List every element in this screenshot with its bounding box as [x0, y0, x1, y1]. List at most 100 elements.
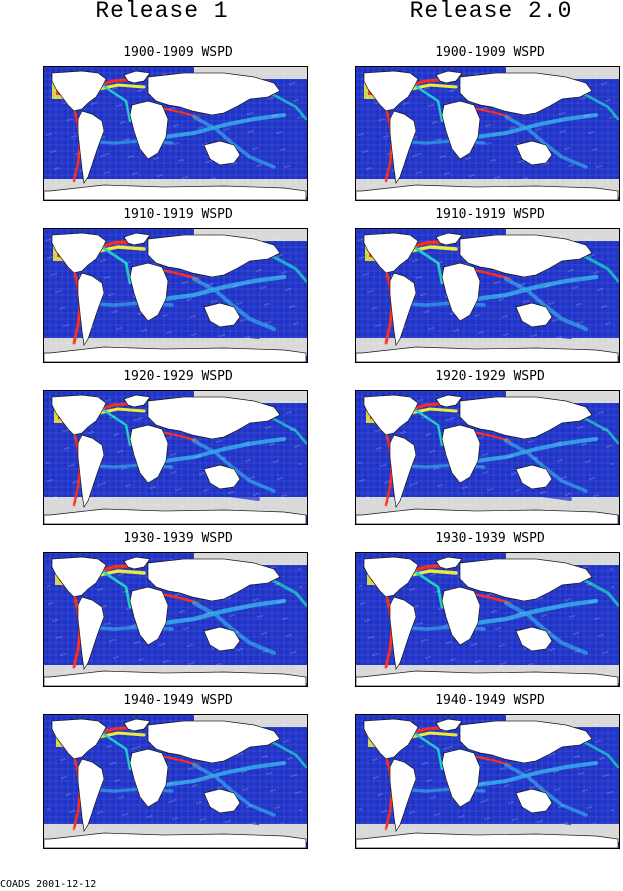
missing-data-cell — [282, 723, 285, 725]
missing-data-cell — [100, 483, 103, 485]
missing-data-cell — [170, 454, 173, 456]
missing-data-cell — [283, 148, 286, 150]
ocean-coverage-map — [356, 715, 619, 848]
missing-data-cell — [107, 276, 110, 278]
continent-outline — [147, 72, 281, 116]
left-column-title: Release 1 — [95, 0, 229, 24]
missing-data-cell — [450, 659, 453, 661]
continent-outline — [123, 70, 151, 84]
ocean-coverage-map — [44, 553, 307, 686]
missing-data-cell — [219, 440, 222, 442]
missing-data-cell — [362, 151, 365, 153]
missing-data-cell — [587, 114, 590, 116]
missing-data-cell — [485, 453, 488, 455]
missing-data-cell — [124, 139, 127, 141]
missing-data-cell — [256, 165, 259, 167]
missing-data-cell — [297, 445, 300, 447]
ocean-coverage-map — [356, 391, 619, 524]
missing-data-cell — [582, 790, 585, 792]
missing-data-cell — [248, 459, 251, 461]
missing-data-cell — [424, 639, 427, 641]
shipping-track-band — [192, 439, 276, 493]
missing-data-cell — [600, 183, 603, 185]
missing-data-cell — [112, 416, 115, 418]
missing-data-cell — [285, 617, 288, 619]
continent-outline — [129, 586, 169, 646]
missing-data-cell — [503, 439, 506, 441]
missing-data-cell — [373, 777, 376, 779]
missing-data-cell — [203, 818, 206, 820]
missing-data-cell — [430, 574, 433, 576]
missing-data-cell — [105, 400, 108, 402]
missing-data-cell — [103, 259, 106, 261]
missing-data-cell — [427, 87, 430, 89]
missing-data-cell — [607, 792, 610, 794]
missing-data-cell — [280, 254, 283, 256]
missing-data-cell — [500, 768, 503, 770]
missing-data-cell — [269, 772, 272, 774]
missing-data-cell — [466, 832, 469, 834]
continent-outline — [44, 346, 307, 362]
missing-data-cell — [108, 622, 111, 624]
missing-data-cell — [171, 800, 174, 802]
missing-data-cell — [272, 443, 275, 445]
missing-data-cell — [128, 484, 131, 486]
missing-data-cell — [185, 176, 188, 178]
missing-data-cell — [409, 484, 412, 486]
continent-outline — [389, 758, 417, 832]
missing-data-cell — [125, 813, 128, 815]
missing-data-cell — [597, 184, 600, 186]
shipping-track-band — [504, 601, 588, 655]
missing-data-cell — [248, 131, 251, 133]
missing-data-cell — [378, 429, 381, 431]
missing-data-cell — [592, 254, 595, 256]
missing-data-cell — [51, 825, 54, 827]
missing-data-cell — [52, 620, 55, 622]
missing-data-cell — [605, 323, 608, 325]
missing-data-cell — [444, 173, 447, 175]
missing-data-cell — [610, 791, 613, 793]
missing-data-cell — [65, 794, 68, 796]
missing-data-cell — [431, 327, 434, 329]
missing-data-cell — [55, 619, 58, 621]
continent-outline — [147, 396, 281, 440]
panel-title: 1900-1909 WSPD — [123, 45, 233, 60]
missing-data-cell — [409, 589, 412, 591]
shipping-track-band — [192, 277, 276, 331]
missing-data-cell — [376, 671, 379, 673]
missing-data-cell — [514, 144, 517, 146]
missing-data-cell — [120, 345, 123, 347]
missing-data-cell — [279, 724, 282, 726]
missing-data-cell — [503, 334, 506, 336]
panel-title: 1920-1929 WSPD — [123, 369, 233, 384]
map-frame — [355, 714, 620, 849]
missing-data-cell — [97, 484, 100, 486]
grid-overlay — [44, 715, 307, 848]
missing-data-cell — [232, 614, 235, 616]
missing-data-cell — [575, 181, 578, 183]
missing-data-cell — [209, 160, 212, 162]
missing-data-cell — [442, 730, 445, 732]
missing-data-cell — [274, 807, 277, 809]
missing-data-cell — [254, 722, 257, 724]
missing-data-cell — [247, 336, 250, 338]
missing-data-cell — [220, 786, 223, 788]
continent-outline — [123, 718, 151, 732]
missing-data-cell — [231, 491, 234, 493]
missing-data-cell — [598, 412, 601, 414]
missing-data-cell — [119, 327, 122, 329]
missing-data-cell — [140, 417, 143, 419]
missing-data-cell — [259, 164, 262, 166]
missing-data-cell — [371, 308, 374, 310]
missing-data-cell — [457, 347, 460, 349]
missing-data-cell — [406, 102, 409, 104]
missing-data-cell — [182, 610, 185, 612]
missing-data-cell — [433, 245, 436, 247]
missing-data-cell — [608, 99, 611, 101]
missing-data-cell — [277, 583, 280, 585]
missing-data-cell — [465, 158, 468, 160]
missing-data-cell — [294, 669, 297, 671]
continent-outline — [77, 272, 105, 346]
missing-data-cell — [79, 170, 82, 172]
missing-data-cell — [289, 634, 292, 636]
